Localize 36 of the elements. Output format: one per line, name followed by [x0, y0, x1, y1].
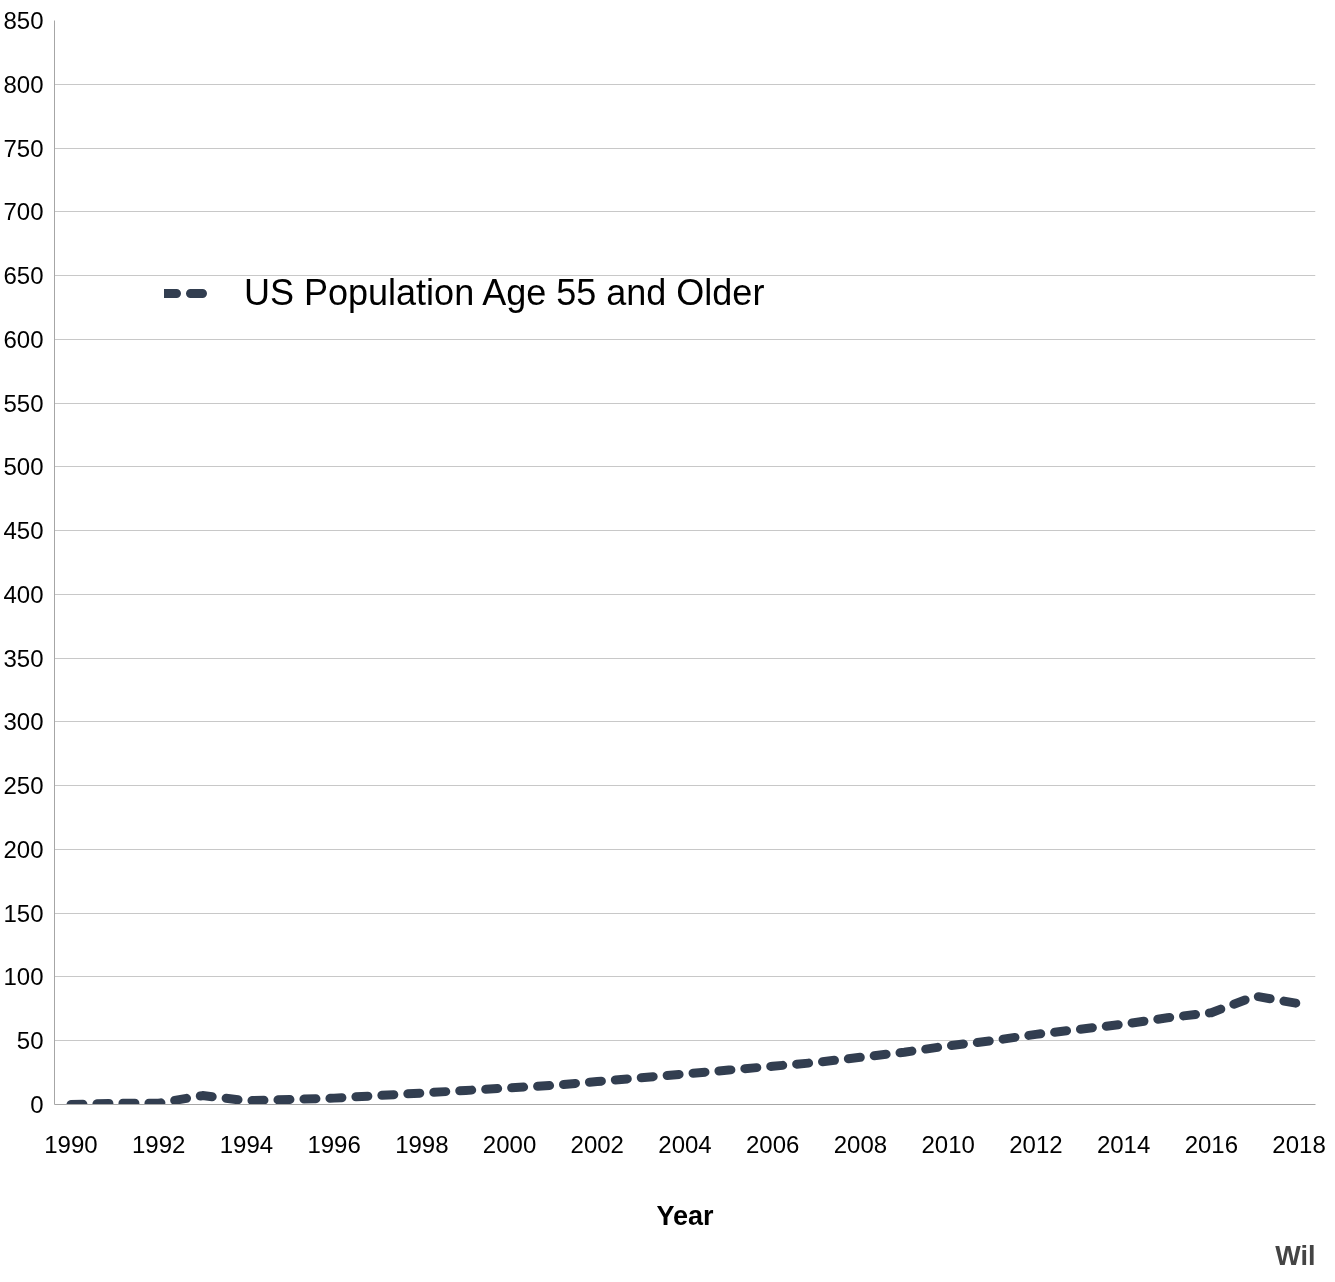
y-tick-label: 150: [3, 899, 44, 927]
y-tick-label: 850: [3, 7, 44, 34]
y-tick-label: 500: [3, 453, 44, 481]
y-tick-label: 550: [3, 389, 44, 417]
x-tick-label: 2014: [1096, 1130, 1151, 1158]
y-tick-label: 200: [3, 835, 44, 863]
y-tick-label: 400: [3, 580, 44, 608]
y-tick-label: 600: [3, 325, 44, 353]
x-tick-label: 2002: [570, 1130, 624, 1158]
x-tick-label: 2016: [1184, 1130, 1239, 1158]
y-tick-label: 300: [3, 708, 44, 736]
y-tick-label: 250: [3, 772, 44, 800]
x-axis-title: Year: [656, 1200, 715, 1231]
x-tick-label: 2006: [746, 1130, 800, 1158]
y-tick-label: 100: [3, 963, 44, 991]
x-tick-label: 2004: [658, 1130, 712, 1158]
y-tick-label: 450: [3, 517, 44, 545]
x-tick-label: 1998: [395, 1130, 449, 1158]
x-tick-label: 2000: [482, 1130, 537, 1158]
y-tick-label: 350: [3, 644, 44, 672]
y-tick-label: 0: [30, 1091, 44, 1118]
y-tick-label: 50: [16, 1027, 44, 1055]
x-tick-label: 2010: [921, 1130, 975, 1158]
x-tick-label: 2008: [833, 1130, 888, 1158]
x-tick-label: 1992: [131, 1130, 186, 1158]
y-tick-label: 750: [3, 134, 44, 162]
text: Wil: [1275, 1240, 1316, 1271]
y-tick-label: 700: [3, 198, 44, 226]
x-tick-label: 2018: [1272, 1130, 1326, 1158]
x-tick-label: 1994: [219, 1130, 274, 1158]
y-tick-label: 800: [3, 70, 44, 98]
y-tick-label: 650: [3, 262, 44, 290]
legend-label: US Population Age 55 and Older: [244, 272, 765, 314]
x-tick-label: 1996: [307, 1130, 361, 1158]
x-tick-label: 2012: [1009, 1130, 1063, 1158]
x-tick-label: 1990: [44, 1130, 98, 1158]
